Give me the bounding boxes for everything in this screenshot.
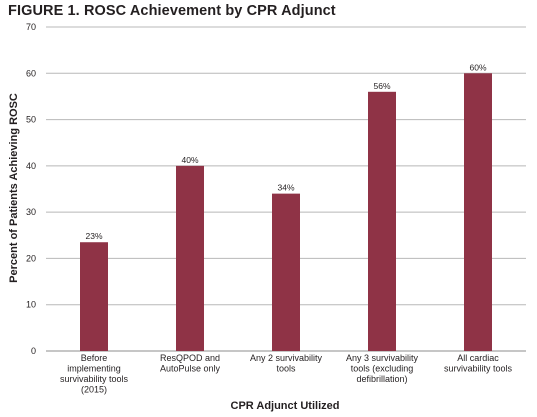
y-tick-label: 40 [26,161,36,171]
figure-title: FIGURE 1. ROSC Achievement by CPR Adjunc… [8,3,336,19]
y-tick-label: 30 [26,207,36,217]
y-tick-label: 50 [26,115,36,125]
bar [272,193,300,351]
x-tick-label: Before implementing survivability tools (20… [60,353,129,395]
data-labels: 23% 40% 34% 56% 60% [85,62,486,241]
x-tick-label: Any 2 survivability tools [250,353,323,374]
x-axis-label: CPR Adjunct Utilized [231,400,340,412]
y-tick-label: 70 [26,22,36,32]
x-tick-label: All cardiac survivability tools [444,353,513,374]
y-tick-label: 60 [26,68,36,78]
figure-label: FIGURE 1. [8,3,80,19]
figure-title-text: ROSC Achievement by CPR Adjunct [83,3,336,19]
y-tick-label: 0 [31,346,36,356]
data-label: 56% [373,81,390,91]
y-tick-label: 10 [26,300,36,310]
y-tick-label: 20 [26,253,36,263]
bar [368,91,396,352]
bar [464,73,492,352]
data-label: 23% [85,231,102,241]
gridlines [46,26,526,352]
bar [80,242,108,351]
data-label: 34% [277,183,294,193]
bar [176,165,204,351]
y-axis-ticks: 0 10 20 30 40 50 60 70 [26,22,36,356]
data-label: 60% [469,62,486,72]
x-axis-ticks: Before implementing survivability tools (20… [60,353,513,395]
x-tick-label: Any 3 survivability tools (excluding defib… [346,353,419,384]
x-tick-label: ResQPOD and AutoPulse only [160,353,221,374]
data-label: 40% [181,155,198,165]
bars [80,73,492,352]
y-axis-label: Percent of Patients Achieving ROSC [8,93,20,283]
